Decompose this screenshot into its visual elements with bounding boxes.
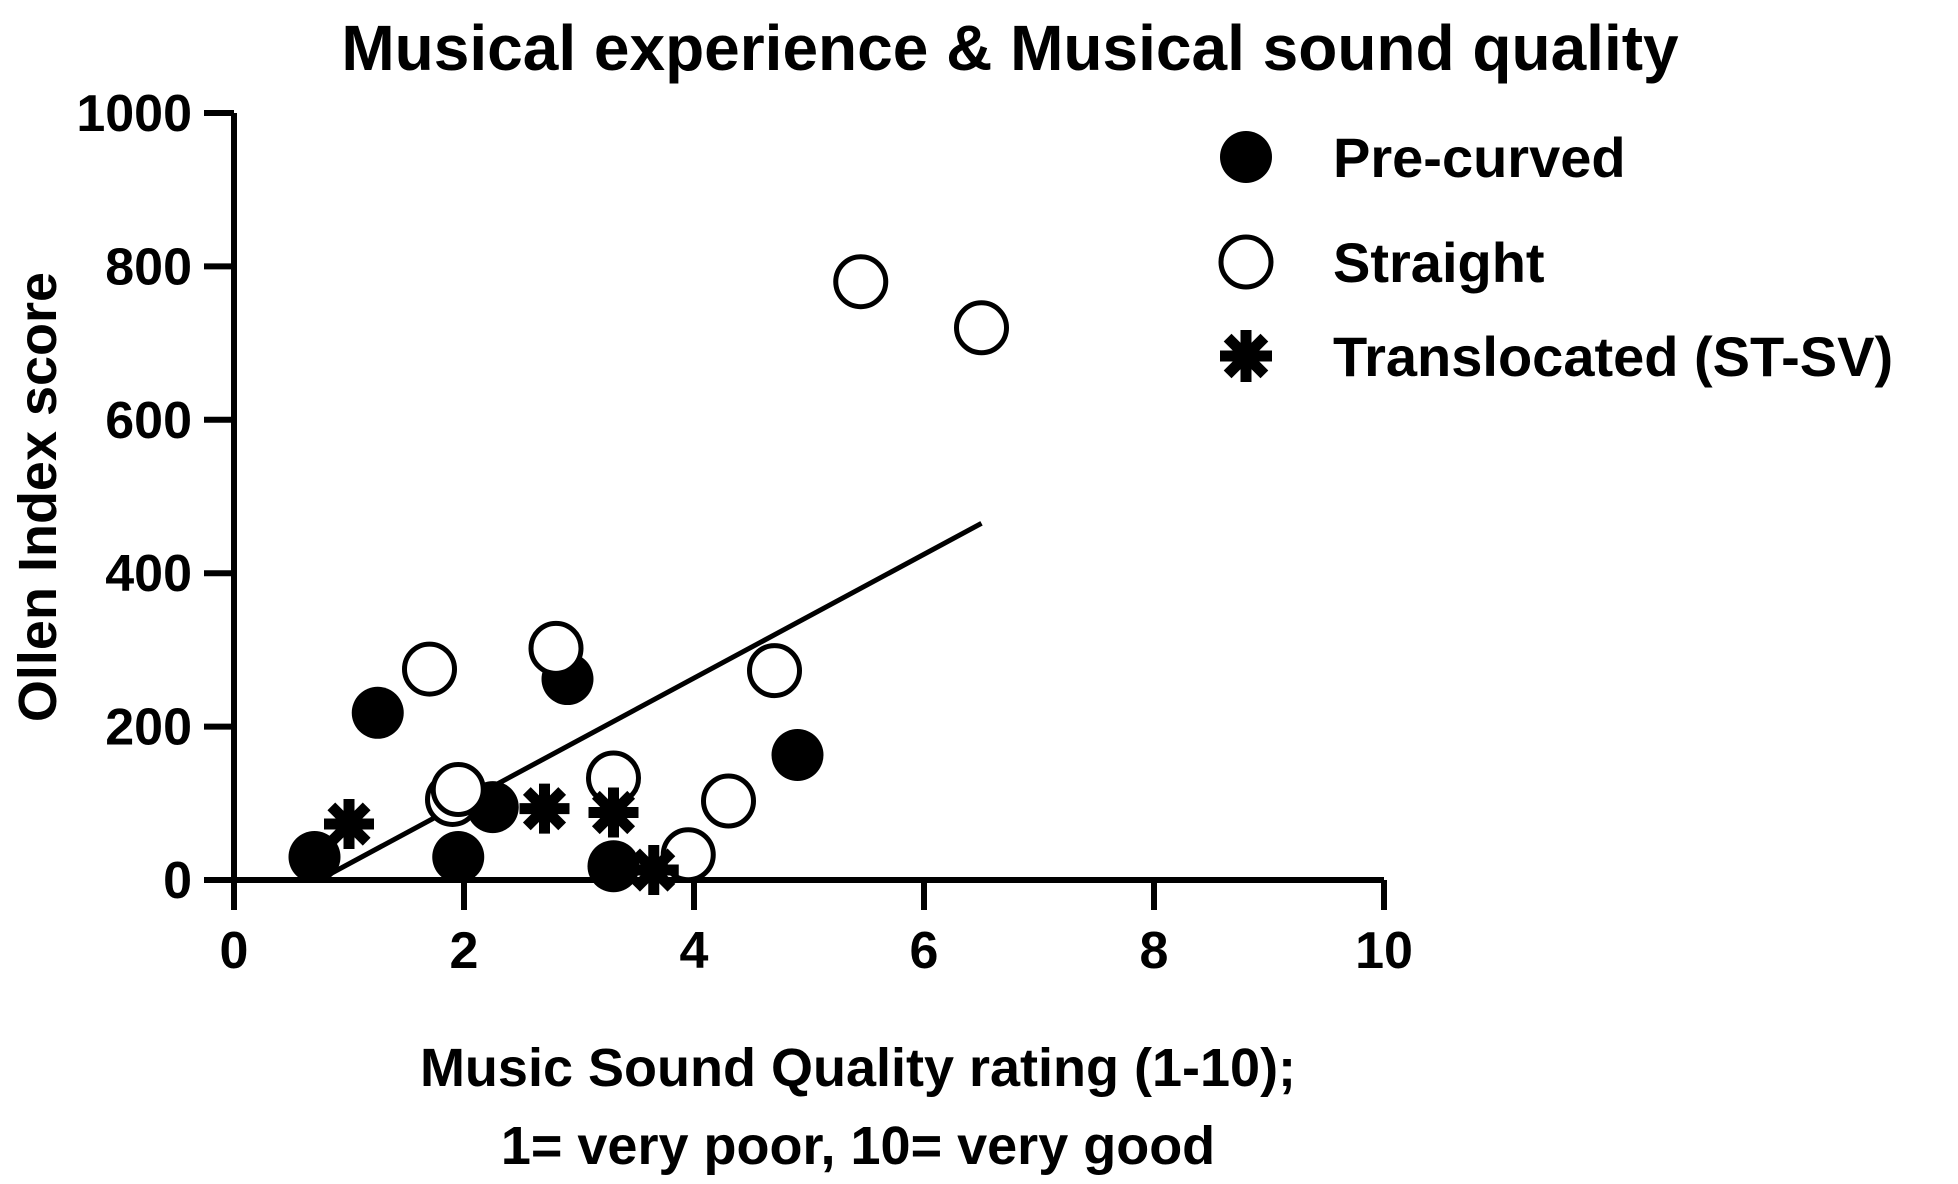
legend-label-straight: Straight — [1333, 231, 1545, 294]
chart-title: Musical experience & Musical sound quali… — [341, 12, 1679, 84]
legend-item-straight: Straight — [1218, 231, 1545, 294]
point-pre-curved — [432, 830, 485, 883]
x-axis: 0 2 4 6 8 10 — [220, 877, 1413, 980]
asterisk-stroke — [632, 848, 676, 892]
asterisk-stroke — [591, 790, 636, 835]
asterisk-stroke — [1223, 333, 1269, 379]
x-axis-label-line-2: 1= very poor, 10= very good — [501, 1116, 1215, 1176]
point-straight — [833, 254, 889, 310]
legend: Pre-curved Straight Translocated (ST-SV) — [1218, 126, 1893, 388]
point-translocated — [324, 799, 374, 850]
y-tick-label: 1000 — [76, 85, 192, 143]
point-straight — [402, 641, 457, 697]
x-tick-label: 2 — [450, 922, 479, 980]
x-tick-label: 10 — [1355, 922, 1413, 980]
x-tick-label: 0 — [220, 922, 249, 980]
point-pre-curved — [771, 728, 824, 781]
y-tick-label: 400 — [105, 545, 192, 603]
legend-marker-open-circle — [1218, 234, 1274, 290]
x-tick-label: 6 — [910, 922, 939, 980]
legend-item-pre-curved: Pre-curved — [1220, 126, 1626, 189]
point-translocated — [628, 845, 679, 896]
y-tick-label: 200 — [105, 699, 192, 757]
legend-asterisk-glyph — [1220, 330, 1272, 382]
legend-label-translocated: Translocated (ST-SV) — [1333, 325, 1893, 388]
point-straight — [747, 643, 802, 699]
x-axis-label-line-1: Music Sound Quality rating (1-10); — [420, 1038, 1296, 1098]
point-straight — [528, 620, 584, 676]
legend-label-pre-curved: Pre-curved — [1333, 126, 1626, 189]
x-axis-ticks: 0 2 4 6 8 10 — [220, 880, 1413, 980]
y-tick-label: 800 — [105, 238, 192, 296]
point-pre-curved — [351, 686, 404, 739]
point-straight — [701, 773, 756, 829]
regression-line — [324, 521, 983, 879]
asterisk-stroke — [327, 802, 371, 846]
legend-marker-filled-circle — [1220, 131, 1272, 183]
y-axis-label: Ollen Index score — [8, 272, 68, 722]
point-pre-curved — [587, 840, 640, 893]
x-tick-label: 4 — [680, 922, 709, 980]
y-axis: 0 200 400 600 800 1000 — [76, 85, 237, 910]
legend-marker-asterisk — [1220, 330, 1272, 382]
data-points — [288, 254, 1009, 896]
y-tick-label: 0 — [163, 852, 192, 910]
legend-item-translocated: Translocated (ST-SV) — [1220, 325, 1893, 388]
point-translocated — [519, 783, 570, 834]
x-tick-label: 8 — [1140, 922, 1169, 980]
asterisk-stroke — [522, 787, 567, 831]
point-translocated — [588, 787, 639, 838]
y-tick-label: 600 — [105, 392, 192, 450]
point-straight — [430, 761, 486, 817]
point-pre-curved — [288, 830, 341, 883]
y-axis-ticks: 0 200 400 600 800 1000 — [76, 85, 234, 910]
point-straight — [954, 300, 1009, 356]
